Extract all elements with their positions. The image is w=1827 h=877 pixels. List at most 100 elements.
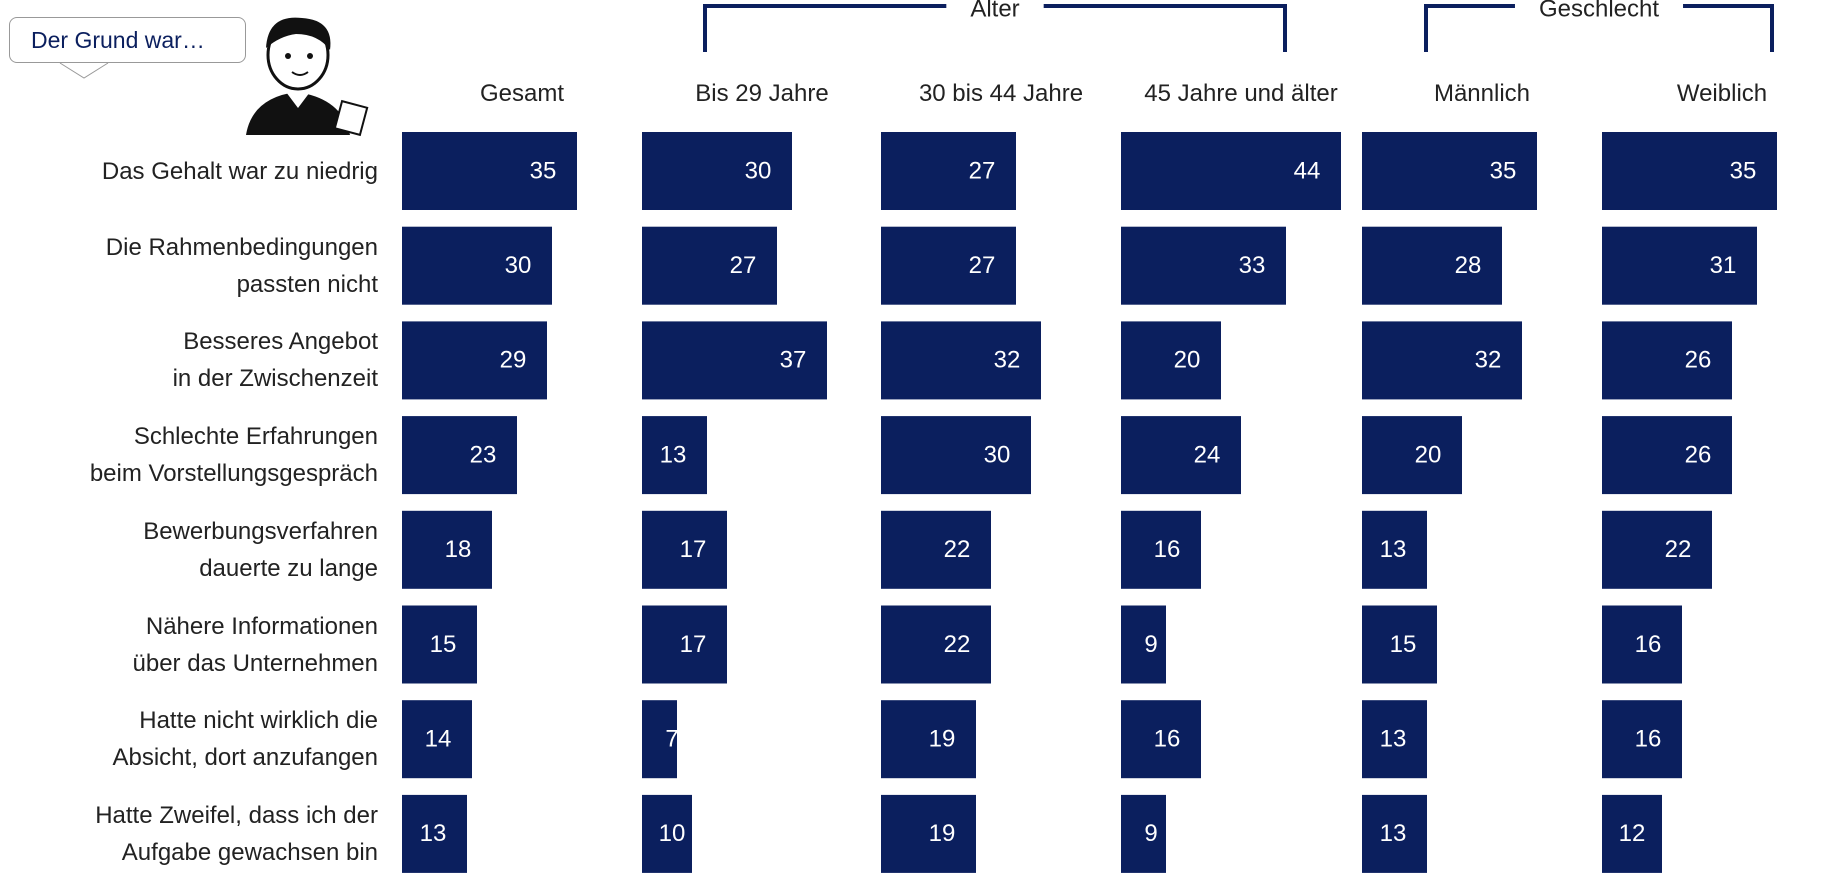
value-label: 30: [505, 252, 532, 279]
bar: [1121, 321, 1221, 400]
value-label: 24: [1194, 441, 1221, 468]
bar: [642, 605, 727, 684]
value-label: 20: [1415, 441, 1442, 468]
bar: [881, 132, 1016, 210]
bar: [402, 605, 477, 684]
value-label: 29: [500, 347, 527, 374]
bar: [1362, 605, 1437, 684]
value-label: 15: [1390, 631, 1417, 658]
value-label: 13: [1380, 726, 1407, 753]
bar: [881, 321, 1041, 400]
category-label: Das Gehalt war zu niedrig: [101, 157, 378, 185]
value-label: 37: [780, 347, 807, 374]
bar: [402, 510, 492, 589]
bar: [402, 132, 577, 210]
bar: [642, 321, 827, 400]
value-label: 26: [1685, 441, 1712, 468]
panel-header: Gesamt: [479, 79, 565, 107]
value-label: 10: [659, 820, 686, 847]
value-label: 30: [745, 157, 772, 184]
bar: [1362, 416, 1462, 495]
bar: [881, 794, 976, 873]
value-label: 19: [929, 726, 956, 753]
bar: [881, 416, 1031, 495]
bar: [642, 226, 777, 305]
bar: [881, 700, 976, 779]
bar: [402, 416, 517, 495]
value-label: 35: [1730, 157, 1757, 184]
value-label: 33: [1239, 252, 1266, 279]
bar: [402, 226, 552, 305]
bar: [1602, 510, 1712, 589]
bar: [1121, 605, 1166, 684]
panel-header: Weiblich: [1676, 79, 1768, 107]
group-label: Alter: [970, 0, 1019, 22]
bar: [1121, 510, 1201, 589]
value-label: 27: [969, 252, 996, 279]
value-label: 15: [430, 631, 457, 658]
value-label: 13: [420, 820, 447, 847]
value-label: 12: [1619, 820, 1646, 847]
bar: [881, 510, 991, 589]
bar: [642, 132, 792, 210]
value-label: 27: [969, 157, 996, 184]
value-label: 13: [1380, 820, 1407, 847]
value-label: 32: [1475, 347, 1502, 374]
value-label: 16: [1154, 726, 1181, 753]
value-label: 16: [1635, 726, 1662, 753]
value-label: 28: [1455, 252, 1482, 279]
bar: [1602, 700, 1682, 779]
value-label: 9: [1144, 820, 1157, 847]
value-label: 35: [1490, 157, 1517, 184]
value-label: 16: [1154, 536, 1181, 563]
category-label: Schlechte Erfahrungen beim Vorstellungsg…: [89, 423, 378, 488]
bar: [642, 700, 677, 779]
value-label: 19: [929, 820, 956, 847]
panel-header: 30 bis 44 Jahre: [918, 79, 1084, 107]
bar: [881, 605, 991, 684]
bar: [1121, 132, 1341, 210]
bar: [402, 321, 547, 400]
bar: [1602, 132, 1777, 210]
category-label: Hatte Zweifel, dass ich der Aufgabe gewa…: [95, 801, 378, 866]
category-label: Nähere Informationen über das Unternehme…: [132, 612, 378, 677]
bar: [642, 794, 692, 873]
value-label: 31: [1710, 252, 1737, 279]
value-label: 14: [425, 726, 452, 753]
panel-header: Bis 29 Jahre: [695, 79, 829, 107]
value-label: 23: [470, 441, 497, 468]
bar: [642, 416, 707, 495]
value-label: 30: [984, 441, 1011, 468]
bar: [881, 226, 1016, 305]
bar: [1121, 416, 1241, 495]
bar: [1602, 321, 1732, 400]
bar: [1602, 226, 1757, 305]
bar: [1362, 794, 1427, 873]
bar: [402, 700, 472, 779]
value-label: 20: [1174, 347, 1201, 374]
bar: [1362, 510, 1427, 589]
bar: [1362, 226, 1502, 305]
bar: [1362, 132, 1537, 210]
value-label: 13: [660, 441, 687, 468]
value-label: 44: [1294, 157, 1321, 184]
bar: [1602, 416, 1732, 495]
value-label: 16: [1635, 631, 1662, 658]
bar: [1602, 794, 1662, 873]
category-label: Die Rahmenbedingungen passten nicht: [105, 233, 378, 298]
bar: [1121, 700, 1201, 779]
value-label: 35: [530, 157, 557, 184]
value-label: 26: [1685, 347, 1712, 374]
value-label: 22: [944, 631, 971, 658]
category-label: Bewerbungsverfahren dauerte zu lange: [143, 517, 378, 582]
group-bracket: [703, 4, 1287, 52]
bar: [1121, 226, 1286, 305]
value-label: 27: [730, 252, 757, 279]
callout-pointer: [59, 62, 109, 79]
bar: [1362, 700, 1427, 779]
panel-header: Männlich: [1433, 79, 1531, 107]
value-label: 17: [680, 536, 707, 563]
value-label: 17: [680, 631, 707, 658]
